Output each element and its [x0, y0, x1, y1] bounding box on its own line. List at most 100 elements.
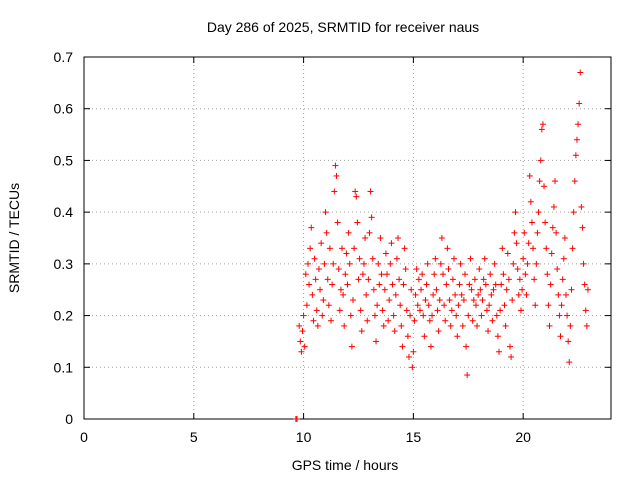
data-point: [304, 260, 311, 267]
data-point: [393, 255, 400, 262]
data-point: [569, 245, 576, 252]
data-point: [498, 281, 505, 288]
data-point: [373, 338, 380, 345]
data-point: [519, 286, 526, 293]
data-point: [313, 307, 320, 314]
data-point: [378, 271, 385, 278]
data-point: [315, 266, 322, 273]
data-point: [348, 343, 355, 350]
data-point: [496, 348, 503, 355]
data-point: [321, 260, 328, 267]
data-point: [386, 297, 393, 304]
data-point: [415, 276, 422, 283]
data-point: [410, 348, 417, 355]
data-point: [493, 312, 500, 319]
data-point: [379, 307, 386, 314]
data-point: [309, 291, 316, 298]
data-point: [515, 291, 522, 298]
data-point: [552, 178, 559, 185]
data-point: [517, 307, 524, 314]
data-point: [371, 312, 378, 319]
data-point: [346, 260, 353, 267]
data-point: [583, 322, 590, 329]
data-point: [360, 260, 367, 267]
data-point: [566, 359, 573, 366]
data-point: [581, 281, 588, 288]
data-point: [303, 302, 310, 309]
data-point: [485, 328, 492, 335]
data-point: [388, 240, 395, 247]
data-point: [544, 271, 551, 278]
data-point: [449, 276, 456, 283]
data-point: [468, 286, 475, 293]
data-point: [333, 172, 340, 179]
data-point: [535, 209, 542, 216]
data-point: [319, 312, 326, 319]
data-point: [526, 172, 533, 179]
data-point: [343, 250, 350, 257]
data-point: [413, 266, 420, 273]
data-point: [299, 328, 306, 335]
data-point: [380, 322, 387, 329]
data-point: [355, 276, 362, 283]
y-tick-label: 0.6: [54, 101, 74, 117]
data-point: [556, 312, 563, 319]
data-point: [340, 291, 347, 298]
data-point: [384, 271, 391, 278]
data-point: [550, 203, 557, 210]
data-point: [539, 121, 546, 128]
data-point: [448, 307, 455, 314]
data-point: [408, 286, 415, 293]
data-point: [487, 271, 494, 278]
data-point: [505, 276, 512, 283]
x-axis-label: GPS time / hours: [292, 457, 399, 473]
data-point: [395, 235, 402, 241]
data-point: [423, 281, 430, 288]
data-point: [480, 276, 487, 283]
data-point: [427, 343, 434, 350]
data-point: [511, 229, 518, 236]
data-point: [443, 281, 450, 288]
data-point: [543, 245, 550, 252]
data-point: [444, 245, 451, 252]
data-point: [376, 281, 383, 288]
data-point: [506, 343, 513, 350]
data-point: [483, 307, 490, 314]
data-point: [579, 224, 586, 231]
data-point: [300, 312, 307, 319]
data-point: [306, 281, 313, 288]
data-point: [512, 209, 519, 216]
data-point: [502, 322, 509, 329]
data-point: [411, 317, 418, 324]
data-point: [323, 229, 330, 236]
data-point: [359, 271, 366, 278]
data-point: [363, 291, 370, 298]
data-point: [557, 333, 564, 340]
data-point: [312, 276, 319, 283]
data-point: [436, 297, 443, 304]
data-point: [474, 322, 481, 329]
data-point: [341, 322, 348, 329]
data-point: [522, 271, 529, 278]
data-point: [509, 297, 516, 304]
data-point: [489, 317, 496, 324]
data-point: [514, 266, 521, 273]
data-point: [314, 322, 321, 329]
data-point: [491, 260, 498, 267]
data-point: [460, 297, 467, 304]
data-point: [503, 286, 510, 293]
data-point: [424, 260, 431, 267]
data-point: [565, 338, 572, 345]
data-point: [580, 260, 587, 267]
data-point: [524, 260, 531, 267]
data-point: [412, 291, 419, 298]
data-point: [326, 245, 333, 252]
data-point: [334, 219, 341, 226]
data-point: [342, 271, 349, 278]
data-point: [318, 240, 325, 247]
data-point: [438, 235, 445, 241]
data-point: [534, 229, 541, 236]
data-point: [567, 322, 574, 329]
data-point: [450, 255, 457, 262]
data-point: [454, 333, 461, 340]
